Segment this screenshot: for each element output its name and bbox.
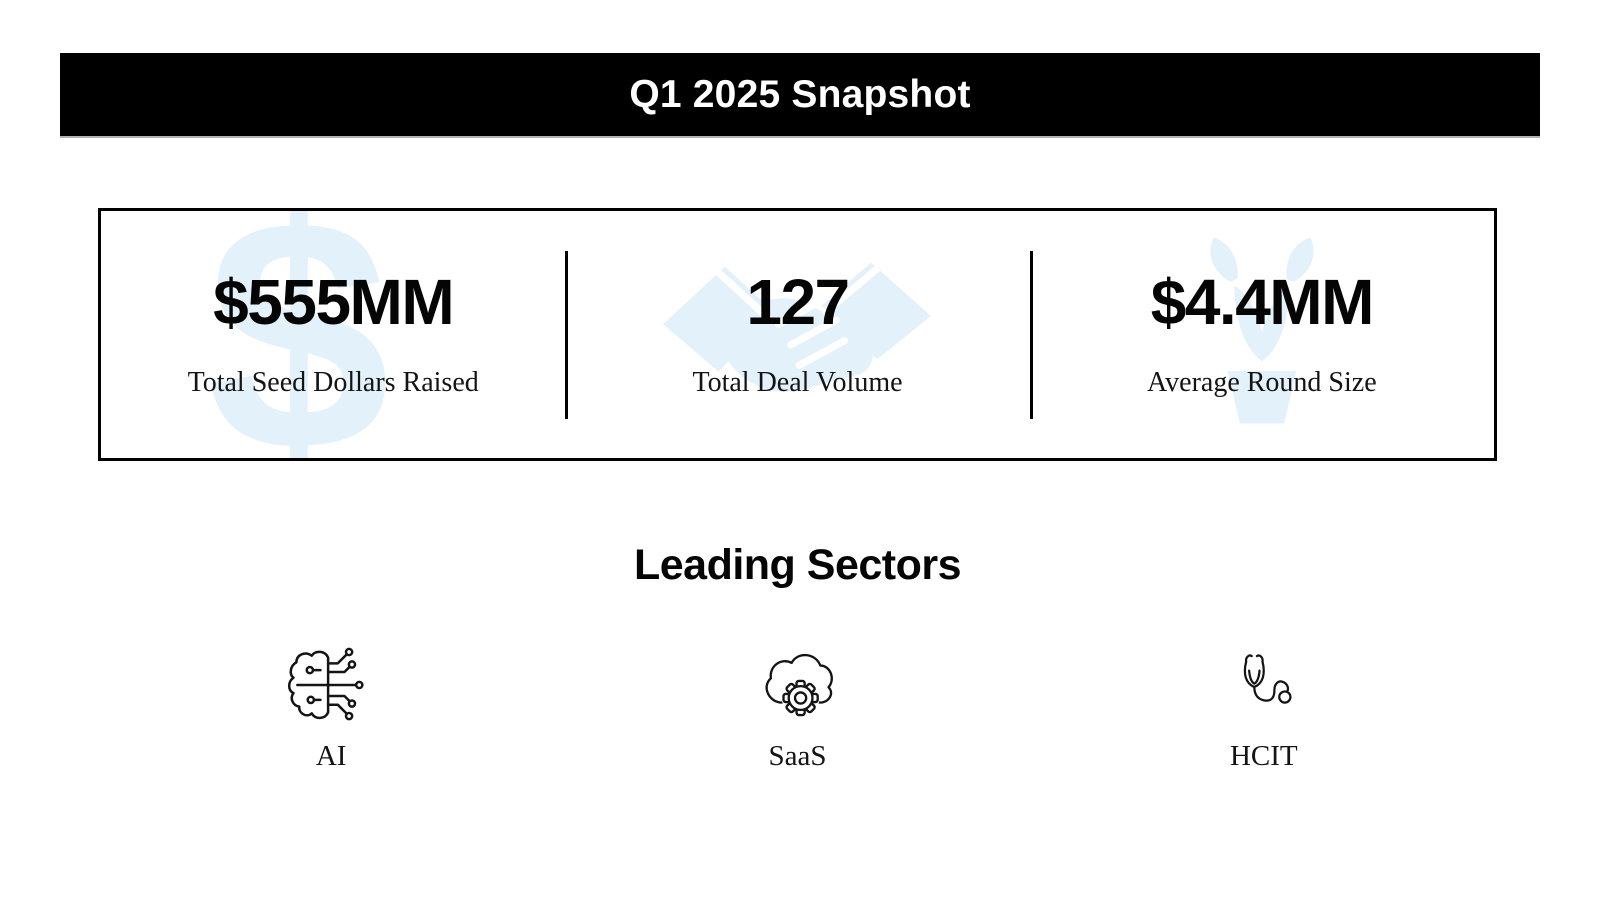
brain-circuit-icon <box>281 637 381 731</box>
header-bar: Q1 2025 Snapshot <box>60 53 1540 138</box>
sectors-row: AI SaaS <box>98 637 1497 773</box>
sector-ai: AI <box>98 637 564 773</box>
stat-label: Total Seed Dollars Raised <box>187 366 479 398</box>
sector-hcit: HCIT <box>1031 637 1497 773</box>
stat-value: 127 <box>746 265 850 338</box>
leading-sectors-heading: Leading Sectors <box>633 541 962 589</box>
stat-total-seed-dollars: $ $555MM Total Seed Dollars Raised <box>101 211 565 458</box>
stat-average-round-size: $4.4MM Average Round Size <box>1030 211 1494 458</box>
page-title: Q1 2025 Snapshot <box>629 72 971 116</box>
sector-label: HCIT <box>1229 740 1298 772</box>
sector-label: SaaS <box>768 740 827 772</box>
stats-summary-box: $ $555MM Total Seed Dollars Raised <box>98 208 1497 461</box>
sector-saas: SaaS <box>564 637 1030 773</box>
sector-label: AI <box>315 740 347 772</box>
stat-value: $555MM <box>213 265 455 338</box>
stat-total-deal-volume: 127 Total Deal Volume <box>565 211 1029 458</box>
cloud-gear-icon <box>752 637 842 731</box>
stethoscope-icon <box>1232 637 1296 731</box>
stat-value: $4.4MM <box>1150 265 1375 338</box>
stat-label: Average Round Size <box>1147 366 1377 398</box>
stat-label: Total Deal Volume <box>692 366 903 398</box>
